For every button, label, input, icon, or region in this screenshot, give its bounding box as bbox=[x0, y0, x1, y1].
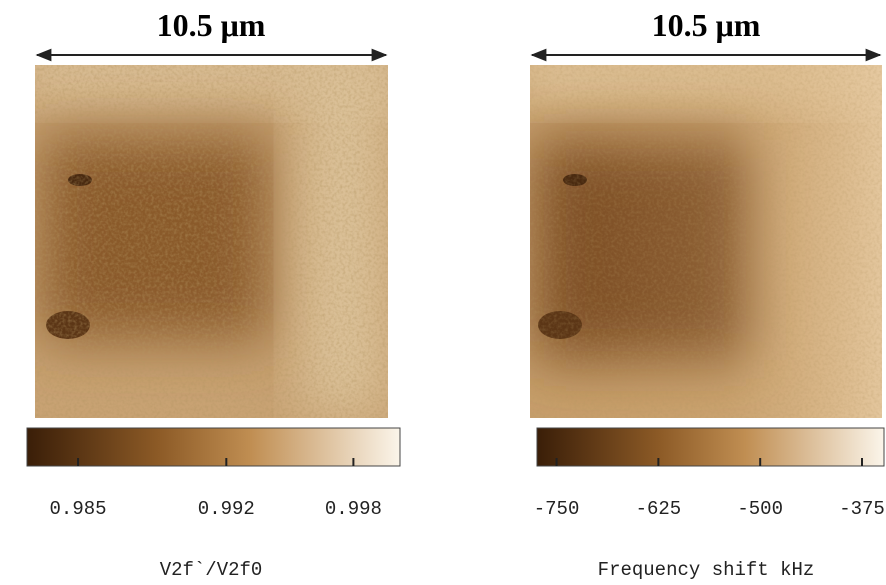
colorbar-tick-label: 0.992 bbox=[198, 498, 255, 520]
colorbar bbox=[26, 427, 401, 467]
scale-label: 10.5 μm bbox=[157, 7, 266, 43]
scale-label: 10.5 μm bbox=[652, 7, 761, 43]
colorbar-tick-label: -500 bbox=[737, 498, 783, 520]
image-right bbox=[530, 65, 882, 418]
colorbar-tick-label: 0.998 bbox=[325, 498, 382, 520]
colorbar-tick-label: 0.985 bbox=[50, 498, 107, 520]
colorbar-tick-label: -375 bbox=[839, 498, 885, 520]
colorbar bbox=[536, 427, 885, 467]
colorbar-tick-label: -750 bbox=[534, 498, 580, 520]
quantity-label: V2f`/V2f0 bbox=[160, 559, 263, 581]
quantity-label: Frequency shift kHz bbox=[598, 559, 815, 581]
colorbar-tick-label: -625 bbox=[636, 498, 682, 520]
image-left bbox=[35, 65, 388, 418]
